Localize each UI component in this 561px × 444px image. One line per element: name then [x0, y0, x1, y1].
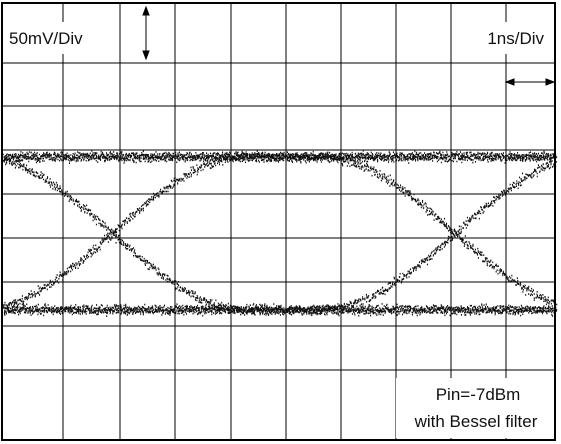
vertical-scale: 50mV/Div — [9, 29, 83, 48]
power-label: Pin=-7dBm — [436, 385, 521, 404]
filter-label: with Bessel filter — [414, 412, 538, 431]
horizontal-scale: 1ns/Div — [487, 29, 544, 48]
eye-diagram: 50mV/Div 1ns/Div Pin=-7dBm with Bessel f… — [0, 0, 561, 444]
background — [0, 0, 561, 444]
